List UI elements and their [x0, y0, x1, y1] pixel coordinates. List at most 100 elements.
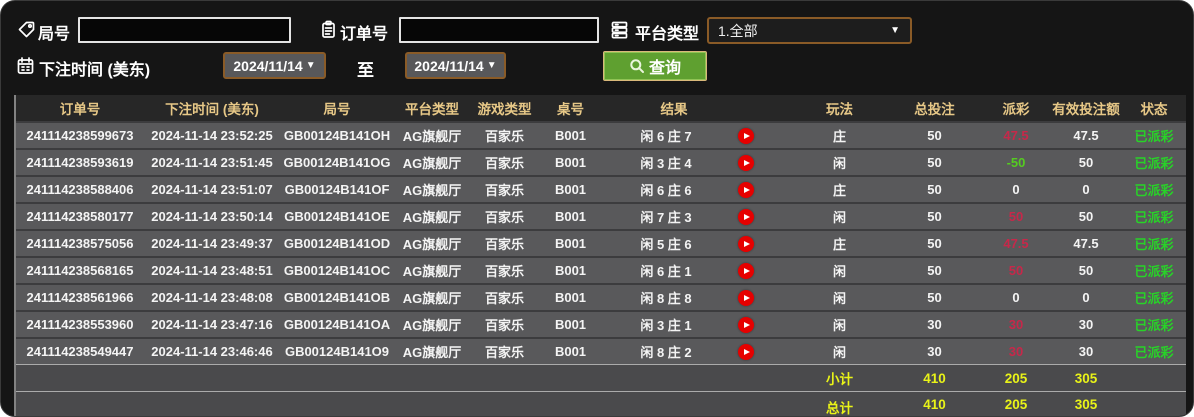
cell-result: 闲 6 庄 7 — [602, 126, 792, 145]
header-platform: 平台类型 — [405, 102, 459, 117]
play-icon[interactable] — [737, 262, 754, 279]
cell-platform: AG旗舰厅 — [402, 291, 462, 306]
play-icon[interactable] — [737, 181, 754, 198]
cell-table-no: B001 — [554, 128, 587, 143]
cell-game-type: 百家乐 — [484, 318, 524, 333]
cell-status: 已派彩 — [1134, 129, 1174, 144]
cell-payout: 50 — [1008, 263, 1024, 278]
search-button[interactable]: 查询 — [603, 51, 707, 81]
platform-type-select[interactable]: 1.全部 ▼ — [707, 17, 912, 44]
cell-play-type: 闲 — [832, 210, 846, 225]
cell-platform: AG旗舰厅 — [402, 237, 462, 252]
cell-round-no: GB00124B141OB — [283, 290, 391, 305]
cell-table-no: B001 — [554, 344, 587, 359]
cell-result: 闲 3 庄 4 — [602, 153, 792, 172]
cell-platform: AG旗舰厅 — [402, 345, 462, 360]
cell-valid-bet: 50 — [1078, 209, 1094, 224]
cell-game-type: 百家乐 — [484, 291, 524, 306]
order-no-input[interactable] — [399, 17, 599, 43]
result-text: 闲 5 庄 6 — [640, 237, 692, 252]
cell-total-bet: 30 — [927, 317, 942, 332]
header-order-no: 订单号 — [59, 102, 101, 117]
round-no-input[interactable] — [78, 17, 291, 43]
cell-round-no: GB00124B141OC — [283, 263, 391, 278]
cell-bet-time: 2024-11-14 23:46:46 — [151, 344, 273, 359]
cell-total-bet: 50 — [927, 263, 942, 278]
table-row: 241114238580177 2024-11-14 23:50:14 GB00… — [16, 202, 1186, 229]
cell-platform: AG旗舰厅 — [402, 156, 462, 171]
cell-round-no: GB00124B141OE — [284, 209, 390, 224]
cell-status: 已派彩 — [1134, 156, 1174, 171]
cell-round-no: GB00124B141OG — [283, 155, 391, 170]
play-icon[interactable] — [737, 316, 754, 333]
cell-total-bet: 30 — [927, 344, 942, 359]
cell-game-type: 百家乐 — [484, 264, 524, 279]
cell-order-no: 241114238588406 — [26, 182, 134, 197]
cell-result: 闲 6 庄 1 — [602, 261, 792, 280]
header-play-type: 玩法 — [826, 102, 853, 117]
cell-table-no: B001 — [554, 155, 587, 170]
cell-status: 已派彩 — [1134, 237, 1174, 252]
cell-table-no: B001 — [554, 236, 587, 251]
cell-game-type: 百家乐 — [484, 183, 524, 198]
grand-total-total-bet: 410 — [923, 397, 946, 412]
cell-valid-bet: 30 — [1078, 344, 1094, 359]
header-total-bet: 总投注 — [914, 102, 955, 117]
subtotal-valid-bet: 305 — [1074, 370, 1098, 386]
result-text: 闲 8 庄 2 — [640, 345, 692, 360]
cell-total-bet: 50 — [927, 236, 942, 251]
cell-bet-time: 2024-11-14 23:51:45 — [151, 155, 273, 170]
calendar-icon — [16, 56, 35, 75]
round-no-label: 局号 — [38, 26, 71, 43]
order-no-label: 订单号 — [340, 26, 389, 43]
server-list-icon — [610, 20, 629, 39]
cell-order-no: 241114238568165 — [26, 263, 134, 278]
cell-total-bet: 50 — [927, 128, 942, 143]
cell-order-no: 241114238580177 — [26, 209, 134, 224]
cell-table-no: B001 — [554, 290, 587, 305]
header-bet-time: 下注时间 (美东) — [165, 102, 259, 117]
cell-result: 闲 3 庄 1 — [602, 315, 792, 334]
cell-order-no: 241114238549447 — [26, 344, 134, 359]
date-to-picker[interactable]: 2024/11/14 ▼ — [405, 52, 506, 79]
cell-game-type: 百家乐 — [484, 156, 524, 171]
header-result: 结果 — [660, 102, 688, 117]
cell-play-type: 庄 — [832, 183, 846, 198]
play-icon[interactable] — [737, 127, 754, 144]
result-text: 闲 7 庄 3 — [640, 210, 692, 225]
subtotal-total-bet: 410 — [923, 370, 946, 386]
cell-game-type: 百家乐 — [484, 129, 524, 144]
bet-time-label: 下注时间 (美东) — [39, 62, 151, 79]
play-icon[interactable] — [737, 208, 754, 225]
play-icon[interactable] — [737, 154, 754, 171]
grand-total-payout: 205 — [1004, 397, 1028, 412]
cell-status: 已派彩 — [1134, 318, 1174, 333]
table-header-row: 订单号 下注时间 (美东) 局号 平台类型 游戏类型 桌号 结果 玩法 总投注 … — [16, 95, 1186, 121]
cell-result: 闲 6 庄 6 — [602, 180, 792, 199]
play-icon[interactable] — [737, 235, 754, 252]
cell-play-type: 庄 — [832, 129, 846, 144]
cell-table-no: B001 — [554, 182, 587, 197]
result-text: 闲 6 庄 7 — [640, 129, 692, 144]
cell-game-type: 百家乐 — [484, 210, 524, 225]
cell-order-no: 241114238599673 — [26, 128, 134, 143]
platform-type-value: 1.全部 — [718, 22, 758, 39]
search-button-label: 查询 — [648, 60, 681, 77]
play-icon[interactable] — [737, 289, 754, 306]
header-game-type: 游戏类型 — [477, 102, 532, 117]
table-row: 241114238553960 2024-11-14 23:47:16 GB00… — [16, 310, 1186, 337]
tag-icon — [17, 20, 36, 39]
result-text: 闲 8 庄 8 — [640, 291, 692, 306]
cell-bet-time: 2024-11-14 23:50:14 — [151, 209, 273, 224]
bet-records-table: 订单号 下注时间 (美东) 局号 平台类型 游戏类型 桌号 结果 玩法 总投注 … — [14, 95, 1186, 416]
grand-total-label: 总计 — [826, 401, 853, 416]
play-icon[interactable] — [737, 343, 754, 360]
grand-total-row: 总计 410 205 305 — [16, 391, 1186, 416]
date-from-picker[interactable]: 2024/11/14 ▼ — [223, 52, 326, 79]
cell-platform: AG旗舰厅 — [402, 210, 462, 225]
cell-table-no: B001 — [554, 263, 587, 278]
cell-valid-bet: 50 — [1078, 155, 1094, 170]
cell-platform: AG旗舰厅 — [402, 318, 462, 333]
grand-total-valid-bet: 305 — [1074, 397, 1098, 412]
cell-status: 已派彩 — [1134, 210, 1174, 225]
